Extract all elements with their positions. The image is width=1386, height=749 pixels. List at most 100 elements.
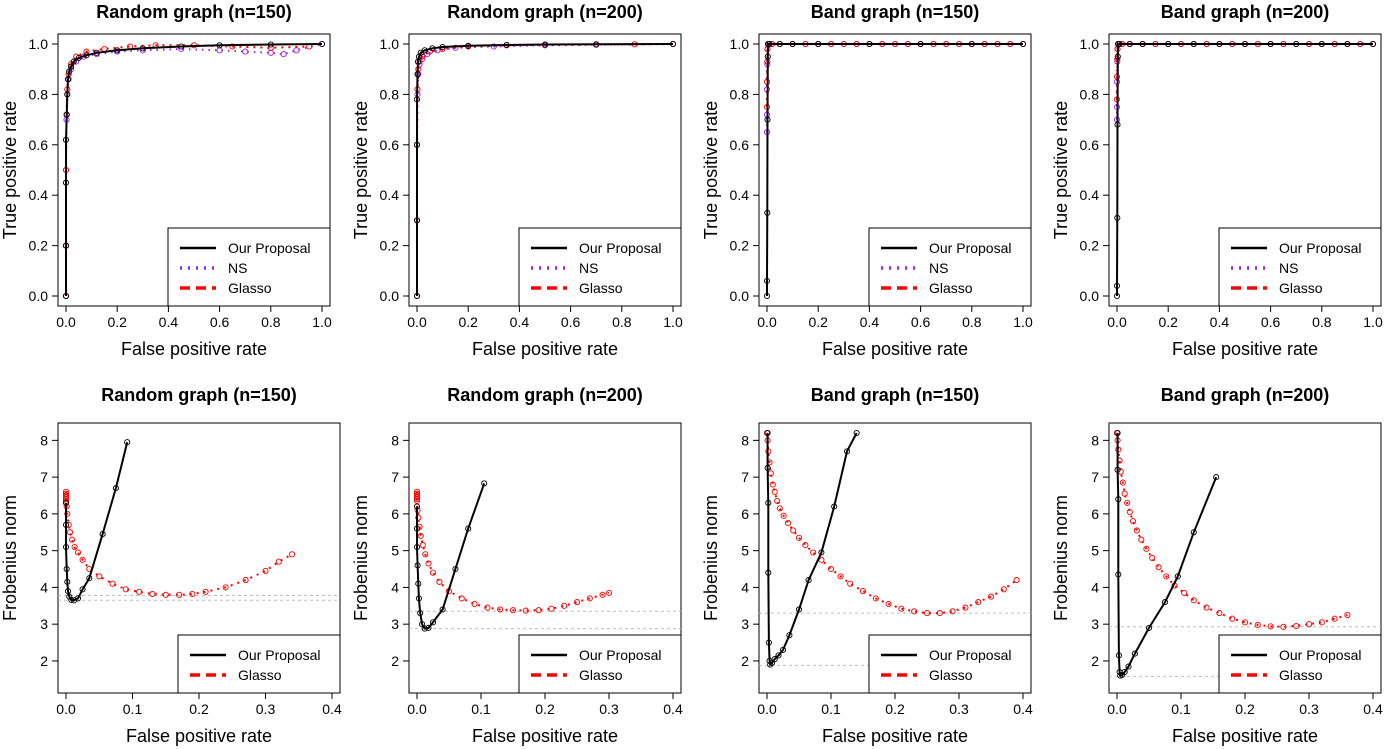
data-point-our bbox=[765, 639, 772, 646]
data-point-glasso bbox=[561, 602, 568, 609]
series-line-our bbox=[1116, 433, 1218, 677]
plot-area bbox=[62, 40, 326, 300]
data-point-our bbox=[414, 562, 421, 569]
data-point-glasso bbox=[975, 599, 982, 606]
data-point-our bbox=[62, 499, 70, 506]
y-tick-label: 6 bbox=[741, 506, 749, 522]
data-point-our bbox=[1174, 573, 1181, 580]
x-tick-label: 1.0 bbox=[1013, 314, 1033, 330]
x-tick-label: 1.0 bbox=[1363, 314, 1383, 330]
data-point-our bbox=[415, 595, 422, 602]
data-point-glasso bbox=[859, 588, 867, 595]
data-point-our bbox=[764, 464, 771, 471]
data-point-our bbox=[1114, 121, 1121, 128]
x-axis-label: False positive rate bbox=[121, 339, 267, 359]
data-point-our bbox=[83, 52, 90, 59]
y-tick-label: 0.0 bbox=[29, 288, 49, 304]
data-point-glasso bbox=[176, 591, 183, 598]
x-tick-label: 0.2 bbox=[107, 314, 127, 330]
x-tick-label: 0.4 bbox=[159, 314, 179, 330]
data-point-our bbox=[62, 136, 70, 143]
data-point-our bbox=[1116, 40, 1123, 48]
series-line-ns bbox=[766, 43, 1023, 133]
x-tick-label: 0.4 bbox=[322, 701, 342, 717]
x-tick-label: 0.4 bbox=[663, 701, 683, 717]
data-point-our bbox=[766, 40, 773, 48]
x-tick-label: 0.2 bbox=[1158, 314, 1178, 330]
data-point-glasso bbox=[222, 584, 229, 591]
y-tick-label: 1.0 bbox=[730, 36, 750, 52]
legend-label-glasso: Glasso bbox=[929, 667, 973, 683]
data-point-glasso bbox=[936, 610, 943, 617]
x-tick-label: 0.0 bbox=[757, 701, 777, 717]
legend-box bbox=[868, 227, 1032, 307]
data-point-glasso bbox=[776, 505, 783, 512]
data-point-our bbox=[1113, 292, 1121, 300]
data-point-glasso bbox=[242, 577, 249, 584]
data-point-our bbox=[831, 503, 838, 510]
data-point-our bbox=[178, 43, 185, 50]
data-point-our bbox=[452, 565, 459, 573]
data-point-our bbox=[429, 619, 437, 626]
data-point-glasso bbox=[949, 608, 956, 615]
x-tick-label: 0.2 bbox=[458, 314, 478, 330]
plot-area bbox=[763, 40, 1027, 300]
series-line-our bbox=[416, 483, 486, 630]
data-point-our bbox=[1267, 40, 1274, 48]
data-point-glasso bbox=[810, 549, 817, 556]
panel-title: Random graph (n=150) bbox=[101, 385, 297, 405]
y-axis-label: True positive rate bbox=[701, 101, 721, 239]
data-point-ns bbox=[267, 49, 274, 56]
y-axis-label: True positive rate bbox=[1051, 101, 1071, 239]
legend: Our Proposal NS Glasso bbox=[868, 227, 1032, 307]
data-point-our bbox=[417, 610, 424, 617]
legend-label-glasso: Glasso bbox=[929, 280, 973, 296]
data-point-glasso bbox=[497, 606, 504, 613]
data-point-glasso bbox=[229, 43, 236, 50]
data-point-our bbox=[1114, 40, 1122, 48]
y-tick-label: 5 bbox=[40, 543, 48, 559]
data-point-our bbox=[1121, 668, 1128, 676]
x-tick-label: 1.0 bbox=[312, 314, 332, 330]
data-point-our bbox=[968, 40, 975, 48]
data-point-our bbox=[765, 499, 772, 506]
y-tick-label: 8 bbox=[1091, 432, 1099, 448]
legend-box bbox=[177, 634, 341, 694]
data-point-glasso bbox=[413, 496, 421, 503]
data-point-our bbox=[66, 593, 73, 600]
x-tick-label: 0.1 bbox=[821, 701, 841, 717]
series-line-our bbox=[766, 43, 1023, 296]
y-tick-label: 0.6 bbox=[1080, 137, 1100, 153]
data-point-our bbox=[779, 646, 787, 653]
data-point-ns bbox=[293, 47, 300, 54]
data-point-our bbox=[1115, 652, 1122, 659]
data-point-our bbox=[465, 42, 472, 49]
data-point-our bbox=[63, 111, 70, 118]
data-point-our bbox=[267, 41, 274, 48]
data-point-our bbox=[767, 661, 774, 668]
plot-area bbox=[413, 40, 677, 300]
plot-area bbox=[58, 439, 340, 604]
x-tick-label: 0.6 bbox=[911, 314, 931, 330]
y-tick-label: 2 bbox=[40, 653, 48, 669]
data-point-glasso bbox=[847, 580, 854, 587]
data-point-our bbox=[413, 217, 421, 224]
y-tick-label: 0.2 bbox=[380, 238, 400, 254]
legend: Our Proposal NS Glasso bbox=[167, 227, 331, 307]
legend: Our Proposal Glasso bbox=[177, 634, 341, 694]
y-tick-label: 0.4 bbox=[730, 187, 750, 203]
y-tick-label: 3 bbox=[741, 616, 749, 632]
y-tick-label: 0.6 bbox=[29, 137, 49, 153]
data-point-our bbox=[413, 543, 421, 551]
y-tick-label: 4 bbox=[391, 579, 399, 595]
x-axis-label: False positive rate bbox=[822, 726, 968, 746]
data-point-glasso bbox=[509, 607, 517, 614]
data-point-glasso bbox=[1129, 518, 1137, 525]
data-point-glasso bbox=[1254, 621, 1261, 628]
x-tick-label: 0.0 bbox=[407, 701, 427, 717]
y-axis-label: True positive rate bbox=[351, 101, 371, 239]
panel-6: Random graph (n=200) 0.0 0.1 0.2 0.3 0.4 2 3 4 5 6… bbox=[351, 385, 683, 746]
data-point-our bbox=[139, 45, 146, 52]
y-tick-label: 0.6 bbox=[730, 137, 750, 153]
data-point-our bbox=[1190, 529, 1197, 536]
